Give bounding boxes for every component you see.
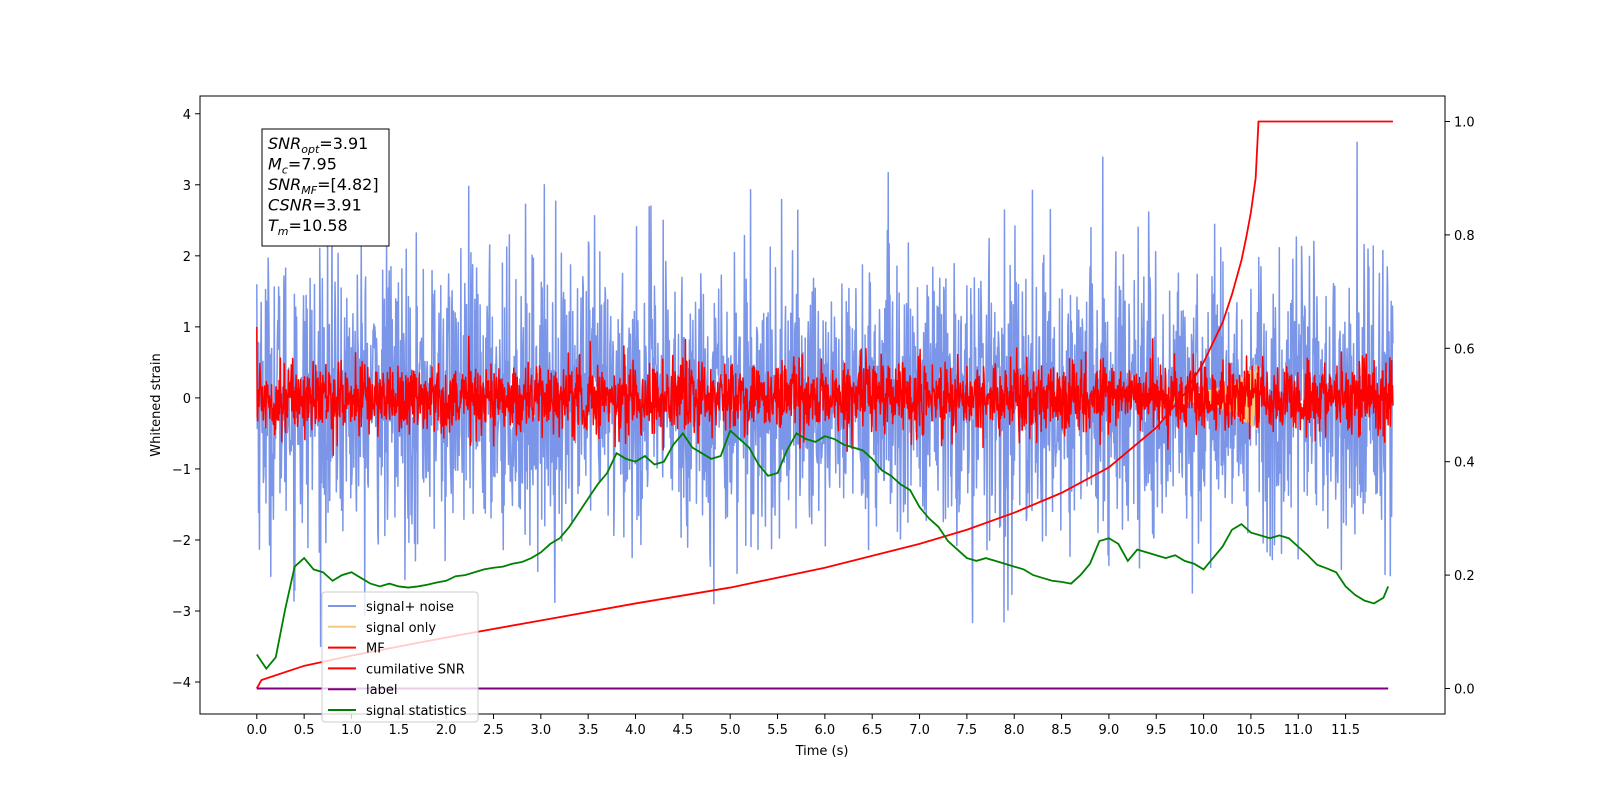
stats-line-value: =[4.82]	[317, 175, 379, 194]
x-tick-label: 2.5	[483, 723, 504, 738]
stats-line: SNRMF=[4.82]	[268, 175, 379, 197]
x-tick-label: 7.0	[909, 723, 930, 738]
y2-tick-label: 0.6	[1454, 342, 1475, 357]
x-tick-label: 7.5	[957, 723, 978, 738]
y-axis-right: 1.0 0.8 0.6 0.4 0.2 0.0	[1445, 116, 1475, 697]
series-mf-line	[256, 326, 1394, 456]
series-signal-statistics-line	[256, 428, 1390, 671]
stats-line-value: =10.58	[289, 216, 348, 235]
x-tick-label: 0.0	[246, 723, 267, 738]
stats-line-symbol: SNR	[268, 175, 301, 194]
legend-label: signal only	[366, 621, 436, 636]
legend-label: cumilative SNR	[366, 662, 465, 677]
stats-line-value: =7.95	[288, 155, 337, 174]
y-axis-left: 4 3 2 1 0 −1 −2 −3 −4	[172, 108, 200, 691]
stats-line-symbol: SNR	[268, 134, 301, 153]
x-tick-label: 6.5	[862, 723, 883, 738]
x-tick-label: 1.5	[388, 723, 409, 738]
plot-frame	[199, 95, 1446, 715]
y-tick-label: 4	[183, 108, 191, 123]
y2-tick-label: 0.8	[1454, 229, 1475, 244]
y-tick-label: 2	[183, 250, 191, 265]
x-tick-label: 6.0	[815, 723, 836, 738]
legend-frame	[321, 591, 479, 723]
x-tick-label: 8.0	[1004, 723, 1025, 738]
x-tick-label: 1.0	[341, 723, 362, 738]
stats-line-subscript: opt	[301, 143, 320, 156]
y-tick-label: 1	[183, 321, 191, 336]
y-tick-label: 0	[183, 392, 191, 407]
x-tick-label: 8.5	[1051, 723, 1072, 738]
stats-line-value: =3.91	[319, 134, 368, 153]
x-tick-label: 11.0	[1284, 723, 1313, 738]
legend-label: signal statistics	[366, 704, 467, 719]
x-tick-label: 3.0	[530, 723, 551, 738]
stats-line-subscript: MF	[301, 184, 317, 197]
x-tick-label: 5.0	[720, 723, 741, 738]
stats-line-subscript: c	[282, 164, 288, 177]
y2-tick-label: 0.0	[1454, 682, 1475, 697]
legend-label: MF	[366, 642, 385, 657]
y-tick-label: −1	[172, 463, 191, 478]
legend-label: signal+ noise	[366, 600, 454, 615]
x-tick-label: 9.5	[1146, 723, 1167, 738]
stats-line-subscript: m	[278, 225, 289, 238]
x-axis: 0.0 0.5 1.0 1.5 2.0 2.5 3.0 3.5 4.0 4.5 5.0 5.5 6.0 6…	[246, 714, 1360, 738]
stats-line: CSNR=3.91	[268, 196, 362, 215]
stats-line-symbol: CSNR	[268, 196, 313, 215]
stats-line-symbol: T	[268, 216, 279, 235]
stats-line: SNRopt=3.91	[268, 134, 368, 156]
legend: signal+ noise signal only MF cumilative SNR…	[321, 591, 479, 723]
y2-tick-label: 1.0	[1454, 116, 1475, 131]
stats-line: Mc=7.95	[268, 155, 337, 177]
legend-label: label	[366, 683, 397, 698]
y-axis-label: Whitened strain	[149, 353, 164, 456]
x-tick-label: 2.0	[436, 723, 457, 738]
y2-tick-label: 0.4	[1454, 456, 1475, 471]
stats-box: SNRopt=3.91Mc=7.95SNRMF=[4.82]CSNR=3.91T…	[261, 128, 390, 247]
x-tick-label: 10.0	[1189, 723, 1218, 738]
x-tick-label: 11.5	[1331, 723, 1360, 738]
y-tick-label: 3	[183, 179, 191, 194]
series-signal-plus-noise-line	[256, 141, 1394, 648]
stats-line: Tm=10.58	[268, 216, 348, 238]
x-tick-label: 9.0	[1099, 723, 1120, 738]
stats-box-frame	[261, 128, 390, 247]
y-tick-label: −4	[172, 676, 191, 691]
x-tick-label: 3.5	[578, 723, 599, 738]
x-tick-label: 0.5	[294, 723, 315, 738]
y-tick-label: −3	[172, 605, 191, 620]
stats-line-symbol: M	[268, 155, 282, 174]
x-tick-label: 5.5	[767, 723, 788, 738]
x-tick-label: 10.5	[1236, 723, 1265, 738]
x-tick-label: 4.0	[625, 723, 646, 738]
x-tick-label: 4.5	[673, 723, 694, 738]
y2-tick-label: 0.2	[1454, 569, 1475, 584]
y-tick-label: −2	[172, 534, 191, 549]
x-axis-label: Time (s)	[795, 744, 849, 759]
stats-line-value: =3.91	[313, 196, 362, 215]
